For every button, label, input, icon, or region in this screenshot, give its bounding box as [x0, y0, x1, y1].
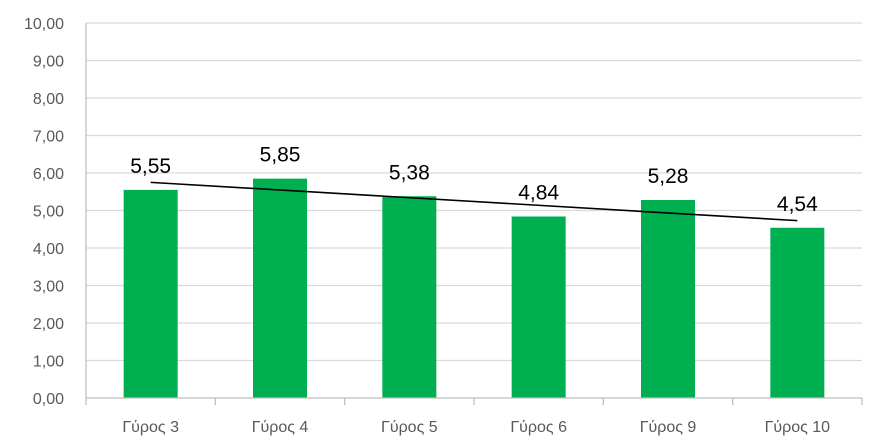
y-axis: 0,00 1,00 2,00 3,00 4,00 5,00 6,00 7,00 8,00 9,00…: [24, 16, 87, 408]
trendline-group: [150, 181, 798, 222]
x-axis: Γύρος 3 Γύρος 4 Γύρος 5 Γύρος 6 Γύρος 9 Γύρος…: [85, 397, 863, 436]
x-tick-label: Γύρος 4: [252, 419, 309, 436]
x-tick-label: Γύρος 6: [510, 419, 567, 436]
gridlines: [86, 22, 862, 362]
bar: [382, 196, 437, 398]
bars: [123, 178, 825, 398]
bar: [253, 178, 307, 398]
y-tick-label: 0,00: [33, 391, 64, 408]
y-tick-label: 5,00: [33, 204, 64, 221]
data-label: 5,55: [130, 155, 171, 178]
y-tick-label: 8,00: [33, 91, 64, 108]
y-tick-label: 4,00: [33, 241, 64, 258]
y-tick-label: 10,00: [24, 16, 64, 33]
y-tick-label: 3,00: [33, 279, 64, 296]
x-tick-label: Γύρος 3: [122, 419, 179, 436]
trendline: [150, 181, 798, 222]
bar: [641, 200, 695, 398]
data-label: 4,84: [518, 182, 559, 205]
y-tick-label: 1,00: [33, 354, 64, 371]
x-tick-label: Γύρος 9: [640, 419, 697, 436]
x-tick-label: Γύρος 10: [765, 419, 831, 436]
y-tick-label: 9,00: [33, 54, 64, 71]
data-label: 5,85: [260, 144, 301, 167]
data-label: 5,38: [389, 161, 430, 184]
bar: [123, 189, 178, 398]
x-tick-label: Γύρος 5: [381, 419, 438, 436]
bar: [770, 227, 825, 398]
bar: [511, 216, 566, 398]
y-tick-label: 6,00: [33, 166, 64, 183]
data-label: 5,28: [648, 165, 689, 188]
y-tick-label: 2,00: [33, 316, 64, 333]
data-label: 4,54: [777, 193, 818, 216]
data-labels: 5,55 5,85 5,38 4,84 5,28 4,54: [130, 144, 818, 216]
y-tick-label: 7,00: [33, 129, 64, 146]
